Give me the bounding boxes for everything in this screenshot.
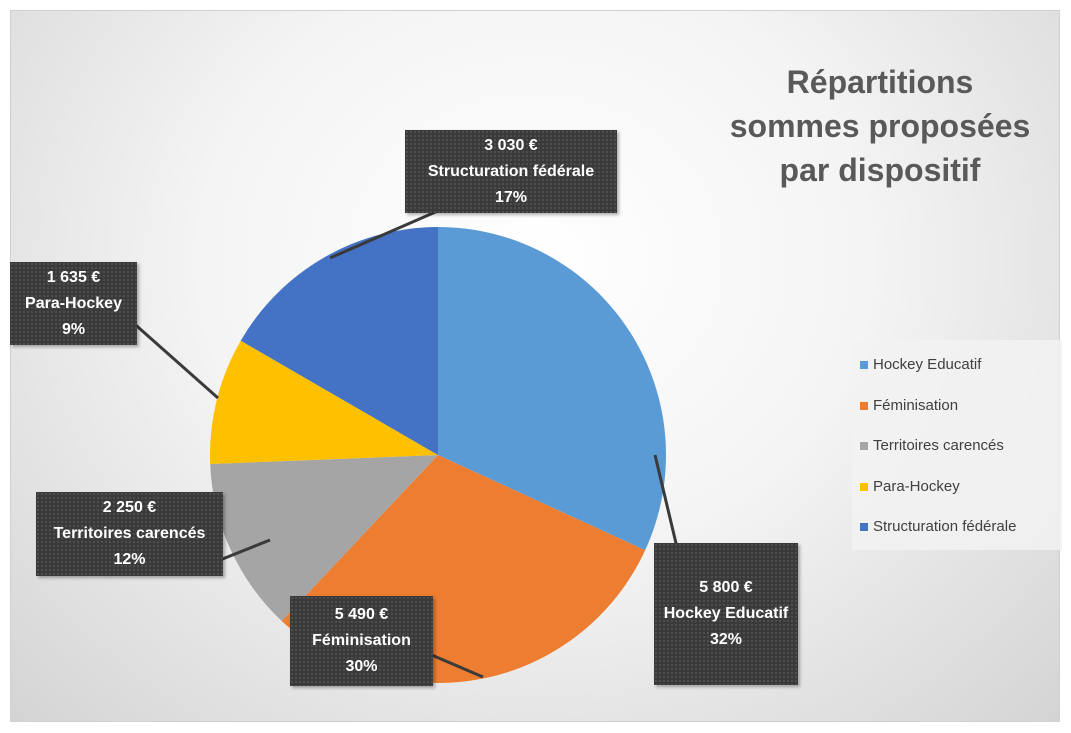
legend-label: Féminisation — [873, 396, 959, 414]
leader-line — [329, 208, 441, 260]
category-label: Structuration fédérale — [427, 162, 595, 180]
legend-entry: Territoires carencés — [860, 437, 1004, 454]
pie-slice — [210, 340, 438, 464]
legend-swatch — [860, 442, 868, 451]
pie-slice — [210, 455, 438, 622]
value-label: 5 800 € — [699, 579, 753, 596]
legend-entry: Hockey Educatif — [860, 356, 981, 373]
percent-label: 32% — [709, 631, 743, 648]
chart-title: Répartitions sommes proposées par dispos… — [729, 64, 1031, 188]
data-label: 2 250 € Territoires carencés 12% — [36, 492, 223, 576]
value-label: 2 250 € — [102, 499, 157, 516]
data-label: 1 635 € Para-Hockey 9% — [10, 262, 137, 345]
data-label: 5 800 € Hockey Educatif 32% — [654, 543, 798, 685]
data-label: 3 030 € Structuration fédérale 17% — [405, 130, 617, 213]
leader-line — [129, 318, 219, 400]
legend-swatch — [860, 361, 868, 370]
category-label: Hockey Educatif — [663, 605, 789, 622]
category-label: Para-Hockey — [25, 294, 122, 312]
legend-entry: Para-Hockey — [860, 478, 960, 495]
legend-swatch — [860, 401, 868, 410]
value-label: 3 030 € — [484, 136, 538, 154]
percent-label: 17% — [494, 188, 528, 206]
pie-slice — [438, 227, 666, 551]
percent-label: 9% — [61, 320, 86, 338]
leader-line — [219, 538, 271, 562]
legend-entry: Structuration fédérale — [860, 518, 1016, 535]
leader-line — [653, 454, 682, 561]
legend-label: Structuration fédérale — [873, 518, 1017, 535]
legend-swatch — [860, 523, 868, 532]
category-label: Territoires carencés — [53, 525, 206, 542]
legend-label: Hockey Educatif — [873, 356, 982, 373]
legend-label: Territoires carencés — [873, 437, 1004, 454]
legend-entry: Féminisation — [860, 397, 958, 414]
percent-label: 30% — [345, 658, 378, 675]
value-label: 5 490 € — [334, 606, 389, 623]
category-label: Féminisation — [312, 632, 411, 649]
legend-label: Para-Hockey — [873, 477, 960, 495]
legend-swatch — [860, 482, 868, 491]
data-label: 5 490 € Féminisation 30% — [290, 596, 433, 686]
percent-label: 12% — [113, 551, 146, 568]
value-label: 1 635 € — [46, 268, 101, 286]
legend: Hockey Educatif Féminisation Territoires c… — [852, 340, 1062, 550]
pie-slice — [240, 227, 438, 455]
